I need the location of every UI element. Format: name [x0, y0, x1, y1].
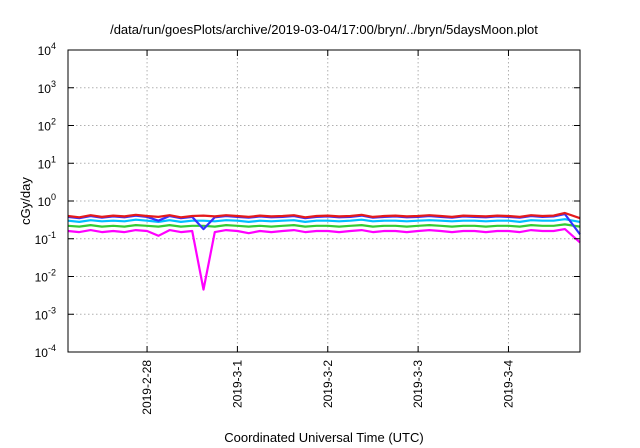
- y-tick-label: 10-3: [35, 305, 56, 322]
- series-line-3: [67, 218, 581, 223]
- y-tick-label: 101: [38, 154, 56, 171]
- x-tick-label: 2019-2-28: [140, 360, 154, 415]
- y-tick-label: 103: [38, 79, 56, 96]
- x-tick-label: 2019-3-2: [321, 360, 335, 408]
- x-tick-label: 2019-3-1: [230, 360, 244, 408]
- y-tick-label: 10-2: [35, 268, 56, 285]
- series-group: [67, 211, 581, 291]
- series-line-1: [67, 211, 581, 220]
- y-tick-label: 10-4: [35, 343, 56, 360]
- series-line-4: [67, 223, 581, 228]
- y-tick-label: 10-1: [35, 230, 56, 247]
- y-axis-label: cGy/day: [18, 177, 33, 225]
- chart-title: /data/run/goesPlots/archive/2019-03-04/1…: [110, 22, 538, 37]
- y-tick-label: 102: [38, 117, 56, 134]
- x-tick-label: 2019-3-3: [411, 360, 425, 408]
- x-tick-label: 2019-3-4: [501, 360, 515, 408]
- grid: [68, 50, 580, 352]
- x-axis-label: Coordinated Universal Time (UTC): [224, 430, 423, 445]
- y-tick-label: 100: [38, 192, 56, 209]
- y-axis-ticks: 10-4 10-3 10-2 10-1 100 101 102 103 104: [35, 41, 580, 360]
- series-line-5: [67, 228, 581, 291]
- x-axis-ticks: 2019-2-28 2019-3-1 2019-3-2 2019-3-3 2019-3-…: [140, 50, 515, 415]
- y-tick-label: 104: [38, 41, 56, 58]
